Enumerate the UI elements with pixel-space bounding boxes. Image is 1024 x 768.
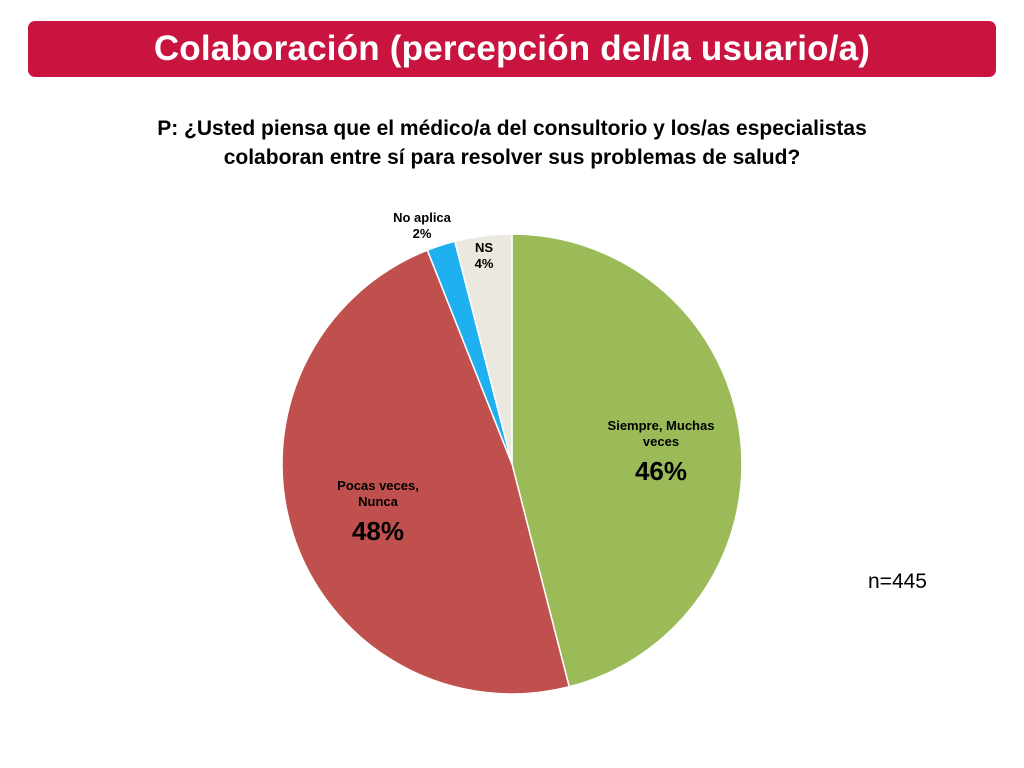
slice-label-text: Nunca [358,494,399,509]
slice-label-text: Pocas veces, [337,478,419,493]
pie-slice-ns [453,233,513,465]
slice-value-label: 4% [475,256,494,271]
slice-label-text: veces [643,434,679,449]
sample-size-label: n=445 [868,570,927,593]
slice-label-text: NS [475,240,493,255]
title-banner: Colaboración (percepción del/la usuario/… [28,21,996,77]
slice-label-ns: NS4% [475,240,494,271]
pie-slice-siempre-muchas-veces [511,233,743,688]
question-line-2: colaboran entre sí para resolver sus pro… [223,146,801,169]
slice-label-pocas-veces-nunca: Pocas veces,Nunca 48% [337,478,419,546]
slice-value-label: 46% [635,456,687,486]
slice-label-text: No aplica [393,210,452,225]
question-line-1: P: ¿Usted piensa que el médico/a del con… [157,117,867,140]
slice-value-label: 2% [413,226,432,241]
pie-slice-pocas-veces-nunca [281,249,571,695]
question-text: P: ¿Usted piensa que el médico/a del con… [40,114,984,172]
slice-value-label: 48% [352,516,404,546]
slice-label-text: Siempre, Muchas [608,418,715,433]
page-title: Colaboración (percepción del/la usuario/… [153,29,871,68]
